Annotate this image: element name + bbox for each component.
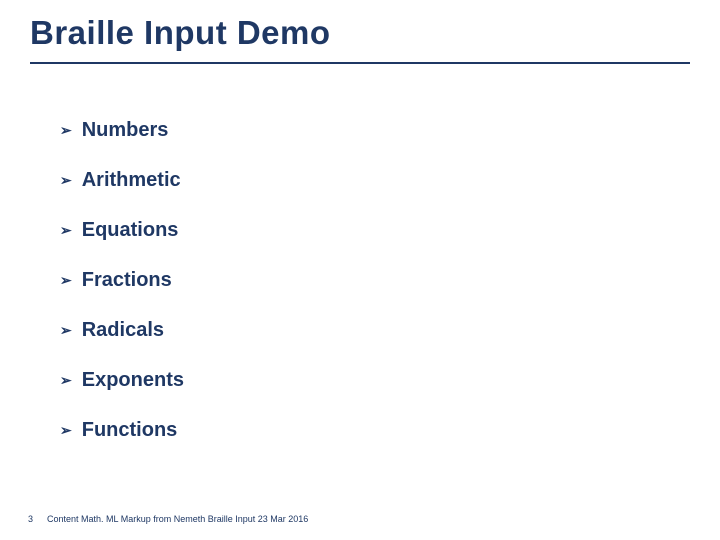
list-item-label: Exponents (82, 370, 184, 390)
bullet-icon: ➢ (60, 373, 72, 387)
page-number: 3 (28, 514, 33, 524)
slide-footer: 3 Content Math. ML Markup from Nemeth Br… (28, 514, 308, 524)
list-item: ➢ Fractions (60, 270, 680, 290)
bullet-icon: ➢ (60, 173, 72, 187)
bullet-icon: ➢ (60, 123, 72, 137)
slide: Braille Input Demo ➢ Numbers ➢ Arithmetic ➢ E… (0, 0, 720, 540)
list-item: ➢ Equations (60, 220, 680, 240)
list-item: ➢ Radicals (60, 320, 680, 340)
bullet-icon: ➢ (60, 323, 72, 337)
title-underline (30, 62, 690, 64)
bullet-icon: ➢ (60, 223, 72, 237)
list-item: ➢ Arithmetic (60, 170, 680, 190)
list-item-label: Radicals (82, 320, 164, 340)
list-item-label: Functions (82, 420, 178, 440)
list-item: ➢ Exponents (60, 370, 680, 390)
list-item-label: Arithmetic (82, 170, 181, 190)
bullet-list: ➢Numbers➢Arithmetic➢Equations➢Fractions➢… (60, 120, 680, 470)
list-item-label: Numbers (82, 120, 169, 140)
list-item-label: Fractions (82, 270, 172, 290)
footer-text: Content Math. ML Markup from Nemeth Brai… (47, 514, 308, 524)
bullet-icon: ➢ (60, 423, 72, 437)
list-item: ➢ Functions (60, 420, 680, 440)
list-item-label: Equations (82, 220, 179, 240)
slide-title: Braille Input Demo (30, 14, 331, 52)
list-item: ➢ Numbers (60, 120, 680, 140)
bullet-icon: ➢ (60, 273, 72, 287)
